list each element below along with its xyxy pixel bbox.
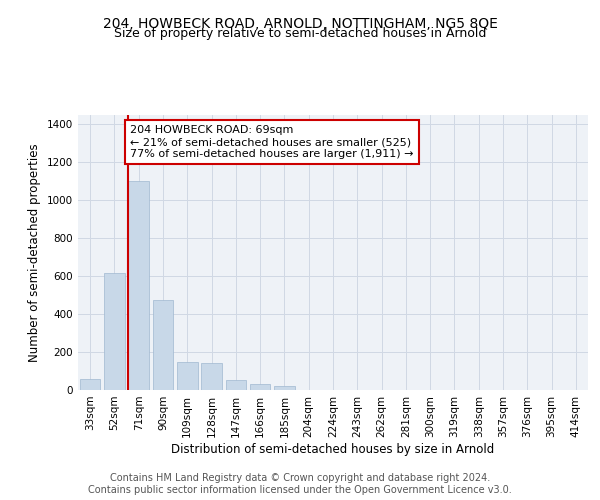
- Y-axis label: Number of semi-detached properties: Number of semi-detached properties: [28, 143, 41, 362]
- X-axis label: Distribution of semi-detached houses by size in Arnold: Distribution of semi-detached houses by …: [172, 442, 494, 456]
- Text: Contains HM Land Registry data © Crown copyright and database right 2024.
Contai: Contains HM Land Registry data © Crown c…: [88, 474, 512, 495]
- Bar: [201, 362, 222, 390]
- Bar: [104, 274, 125, 390]
- Bar: [152, 300, 173, 390]
- Bar: [226, 380, 246, 390]
- Bar: [250, 384, 271, 390]
- Bar: [128, 182, 149, 390]
- Text: 204 HOWBECK ROAD: 69sqm
← 21% of semi-detached houses are smaller (525)
77% of s: 204 HOWBECK ROAD: 69sqm ← 21% of semi-de…: [130, 126, 414, 158]
- Bar: [80, 378, 100, 390]
- Bar: [177, 362, 197, 390]
- Text: Size of property relative to semi-detached houses in Arnold: Size of property relative to semi-detach…: [114, 28, 486, 40]
- Bar: [274, 386, 295, 390]
- Text: 204, HOWBECK ROAD, ARNOLD, NOTTINGHAM, NG5 8QE: 204, HOWBECK ROAD, ARNOLD, NOTTINGHAM, N…: [103, 18, 497, 32]
